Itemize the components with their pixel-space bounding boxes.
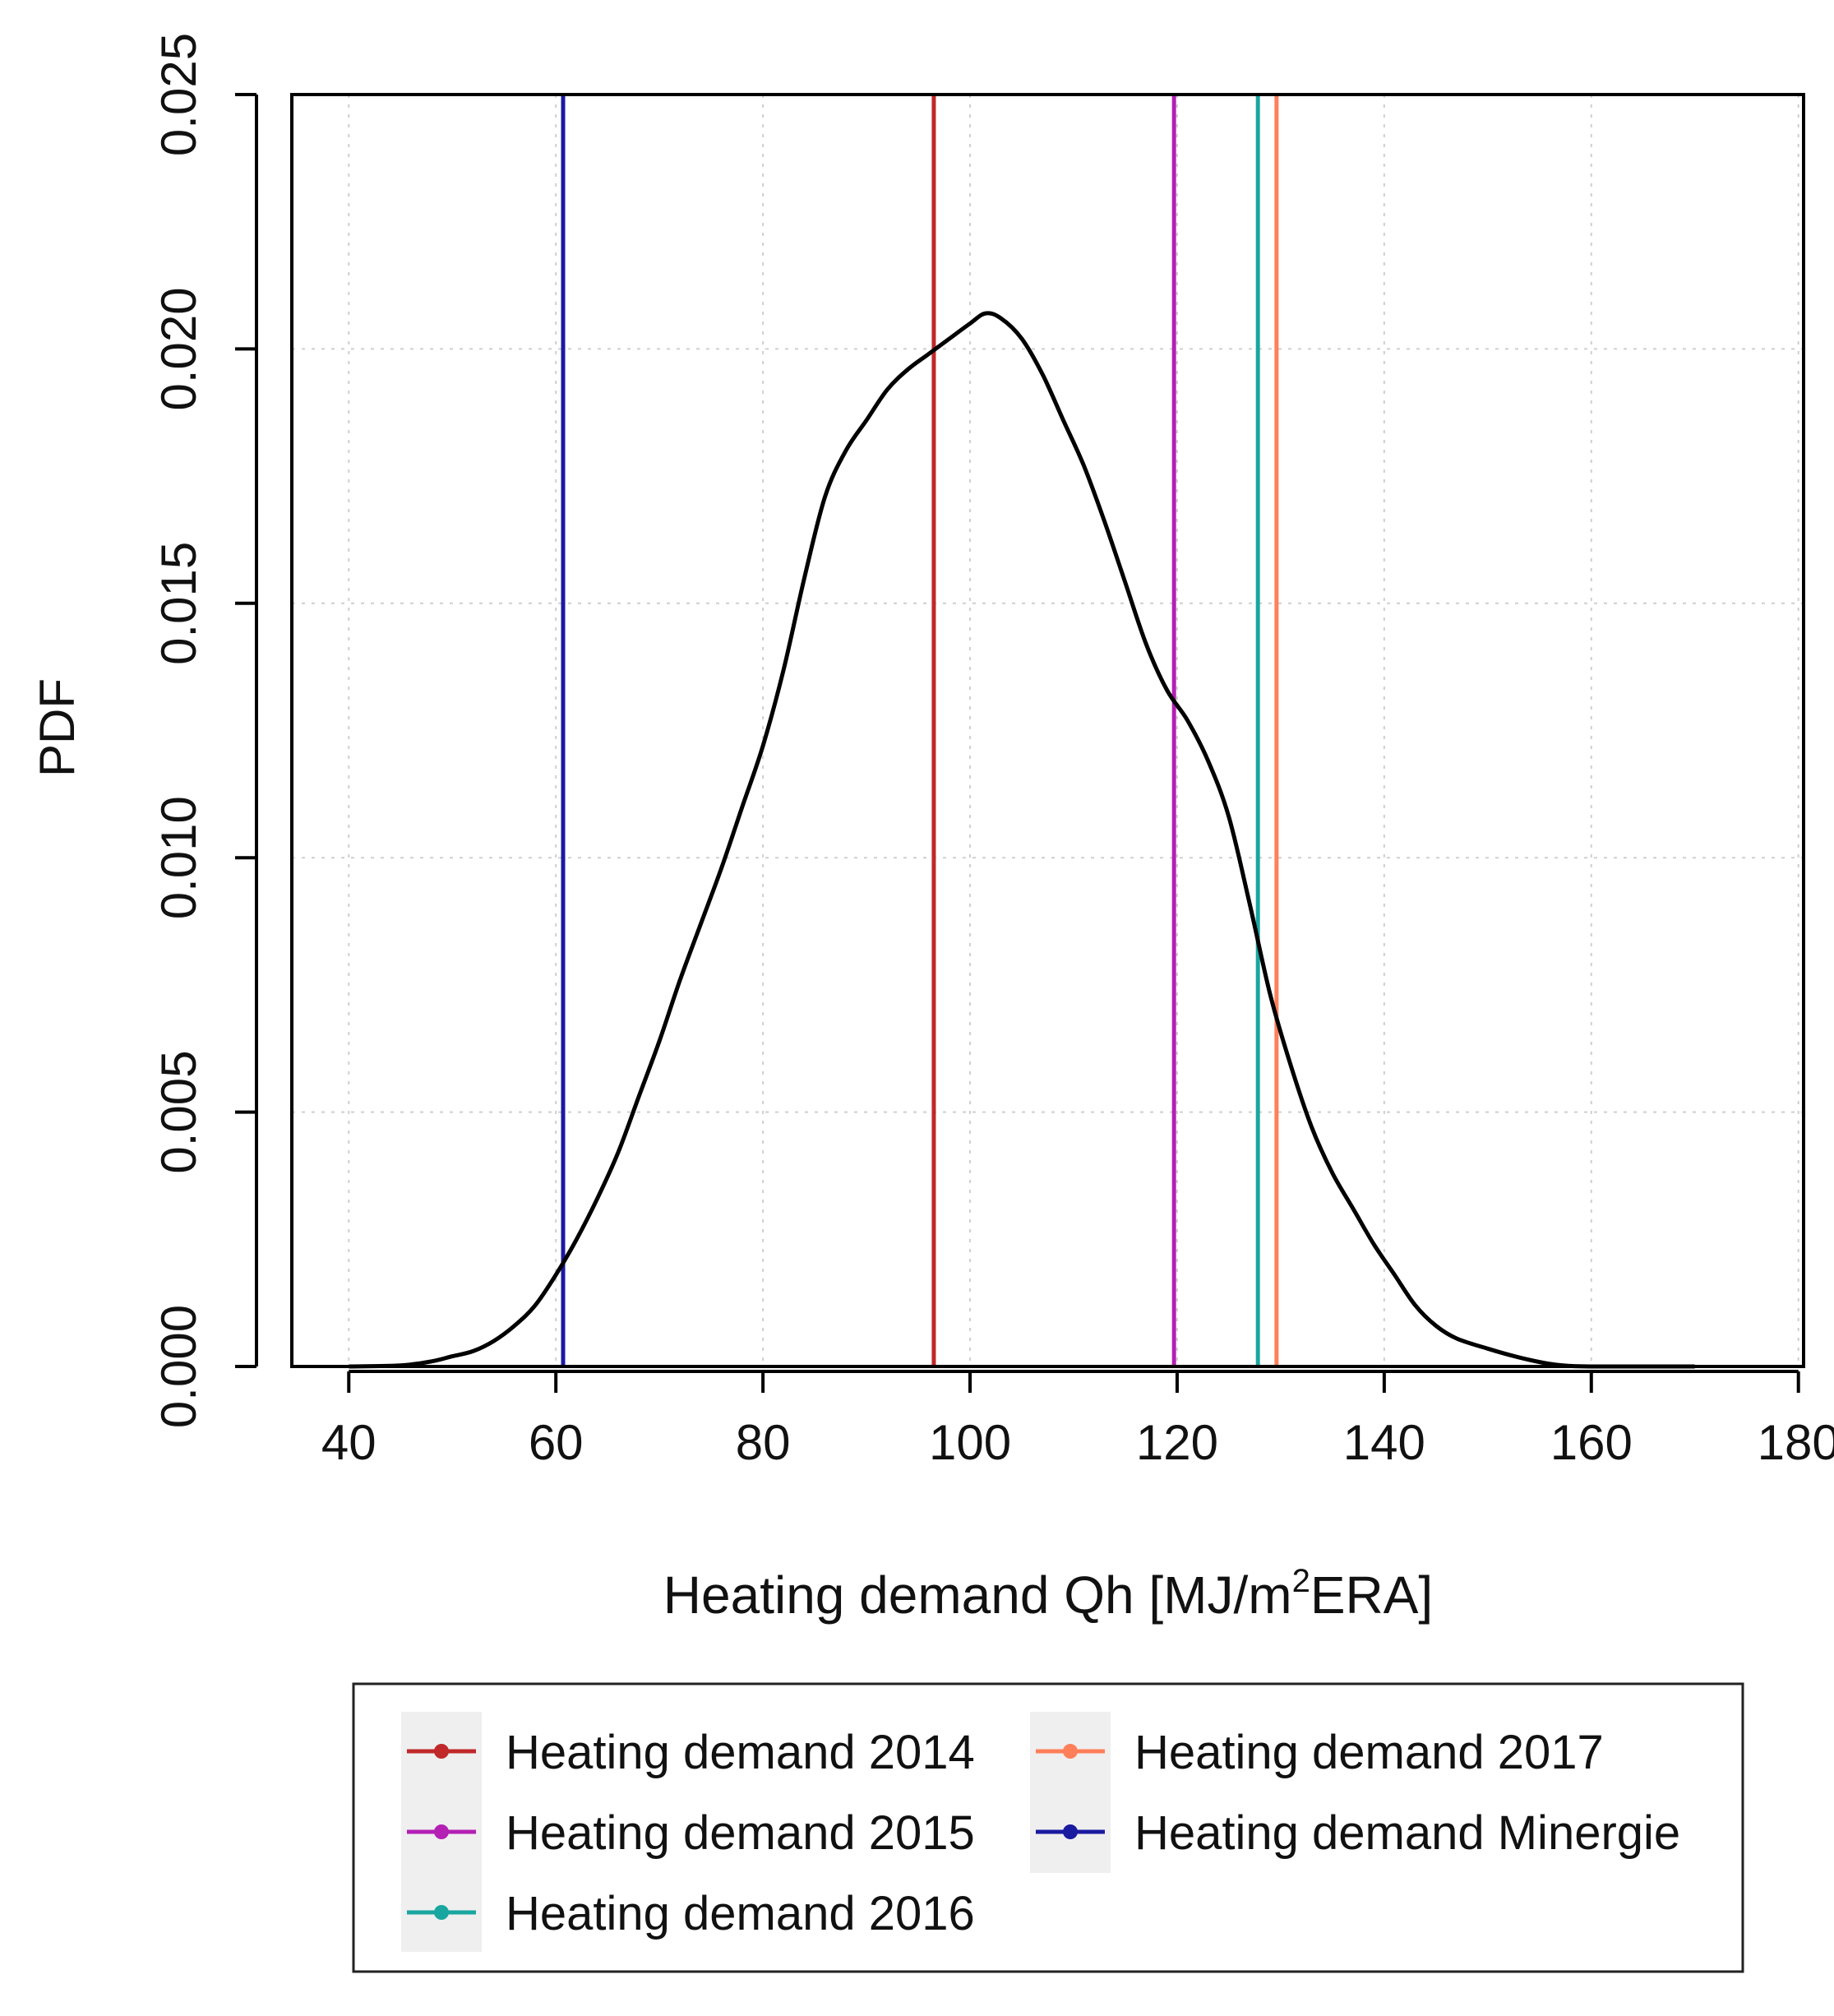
legend-key-shade-right <box>1030 1712 1111 1873</box>
vertical-lines <box>561 95 1279 1366</box>
grid-lines <box>292 94 1804 1367</box>
density-curve <box>349 311 1695 1369</box>
x-tick-label-2: 80 <box>736 1415 791 1470</box>
x-axis-label-superscript: 2 <box>1292 1563 1310 1599</box>
legend-key-dot-0-2 <box>434 1905 449 1920</box>
y-tick-label-4: 0.020 <box>151 287 206 410</box>
y-tick-label-5: 0.025 <box>151 33 206 156</box>
x-tick-label-4: 120 <box>1136 1415 1218 1470</box>
x-tick-label-1: 60 <box>529 1415 584 1470</box>
legend-label-0-0: Heating demand 2014 <box>506 1726 975 1779</box>
x-axis: 40 60 80 100 120 140 160 180 <box>321 1370 1834 1470</box>
legend-label-1-0: Heating demand 2017 <box>1134 1726 1604 1779</box>
x-axis-label-main: Heating demand Qh [MJ/m <box>663 1565 1292 1625</box>
legend-label-0-2: Heating demand 2016 <box>506 1887 975 1940</box>
y-tick-label-2: 0.010 <box>151 796 206 919</box>
y-axis-label: PDF <box>30 678 85 777</box>
legend-label-1-1: Heating demand Minergie <box>1134 1806 1680 1860</box>
legend-key-dot-1-0 <box>1063 1744 1078 1759</box>
legend-key-dot-1-1 <box>1063 1824 1078 1839</box>
x-tick-label-6: 160 <box>1550 1415 1633 1470</box>
x-tick-label-3: 100 <box>929 1415 1011 1470</box>
density-curve-layer <box>349 311 1695 1369</box>
legend-label-0-1: Heating demand 2015 <box>506 1806 975 1860</box>
x-tick-label-0: 40 <box>321 1415 377 1470</box>
legend-key-dot-0-1 <box>434 1824 449 1839</box>
plot-frame <box>290 93 1805 1368</box>
legend-items: Heating demand 2014 Heating demand 2015 He… <box>407 1726 1680 1940</box>
x-tick-label-5: 140 <box>1343 1415 1425 1470</box>
x-axis-label-tail: ERA] <box>1310 1565 1433 1625</box>
x-axis-label: Heating demand Qh [MJ/m2ERA] <box>663 1563 1433 1625</box>
y-tick-label-0: 0.000 <box>151 1305 206 1428</box>
x-tick-label-7: 180 <box>1758 1415 1834 1470</box>
y-axis: 0.000 0.005 0.010 0.015 0.020 0.025 <box>151 33 258 1428</box>
legend: Heating demand 2014 Heating demand 2015 He… <box>352 1682 1744 1973</box>
y-tick-label-1: 0.005 <box>151 1051 206 1174</box>
y-tick-label-3: 0.015 <box>151 542 206 665</box>
legend-key-dot-0-0 <box>434 1744 449 1759</box>
